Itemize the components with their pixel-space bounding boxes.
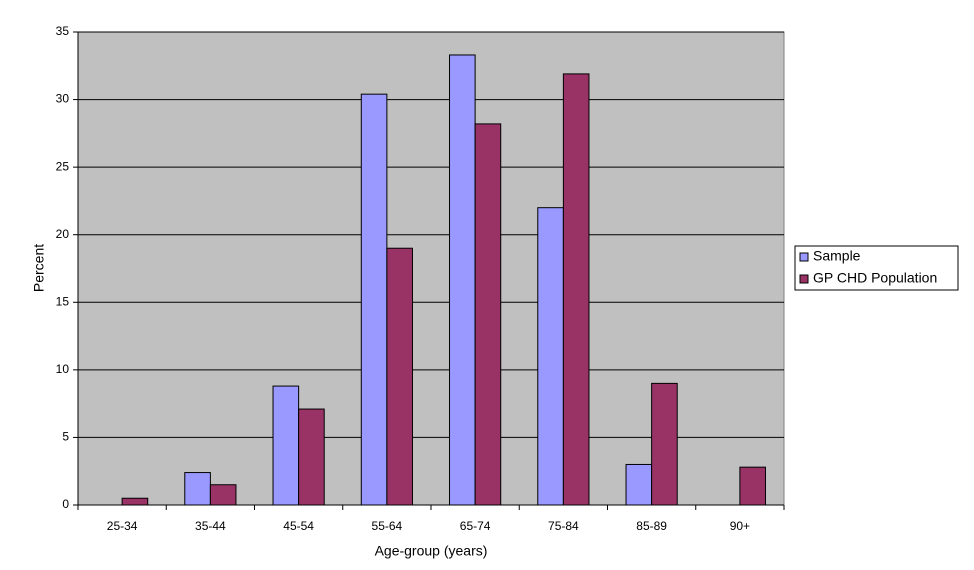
bar [449, 54, 476, 506]
legend-swatch [799, 274, 809, 284]
bar [537, 207, 564, 506]
bar [184, 472, 211, 506]
bar [739, 466, 766, 506]
bar [625, 463, 653, 506]
x-tick-label: 85-89 [636, 519, 667, 533]
bar [386, 247, 413, 506]
bar [474, 123, 502, 506]
y-tick-label: 10 [56, 362, 70, 376]
y-axis-title: Percent [31, 244, 47, 292]
y-tick-label: 0 [62, 497, 69, 511]
x-axis-title: Age-group (years) [375, 543, 488, 559]
bar [562, 73, 590, 506]
x-tick-label: 65-74 [460, 519, 491, 533]
legend-swatch [799, 252, 809, 262]
legend-label: GP CHD Population [813, 270, 937, 286]
bar [272, 385, 300, 506]
y-tick-label: 5 [62, 430, 69, 444]
bar [121, 497, 149, 506]
x-tick-label: 45-54 [283, 519, 314, 533]
y-tick-label: 20 [56, 227, 70, 241]
plot-area [77, 31, 785, 506]
legend-label: Sample [813, 248, 861, 264]
legend-box [794, 245, 959, 291]
x-tick-label: 25-34 [107, 519, 138, 533]
legend: Sample GP CHD Population [794, 245, 959, 291]
y-tick-label: 30 [56, 92, 70, 106]
x-tick-label: 90+ [730, 519, 750, 533]
y-tick-label: 25 [56, 159, 70, 173]
y-tick-label: 35 [56, 24, 70, 38]
bar [298, 408, 325, 506]
x-tick-label: 75-84 [548, 519, 579, 533]
y-tick-label: 15 [56, 294, 70, 308]
bar [651, 382, 678, 506]
bar [209, 484, 237, 506]
bar [360, 93, 388, 506]
x-tick-label: 55-64 [372, 519, 403, 533]
x-tick-label: 35-44 [195, 519, 226, 533]
